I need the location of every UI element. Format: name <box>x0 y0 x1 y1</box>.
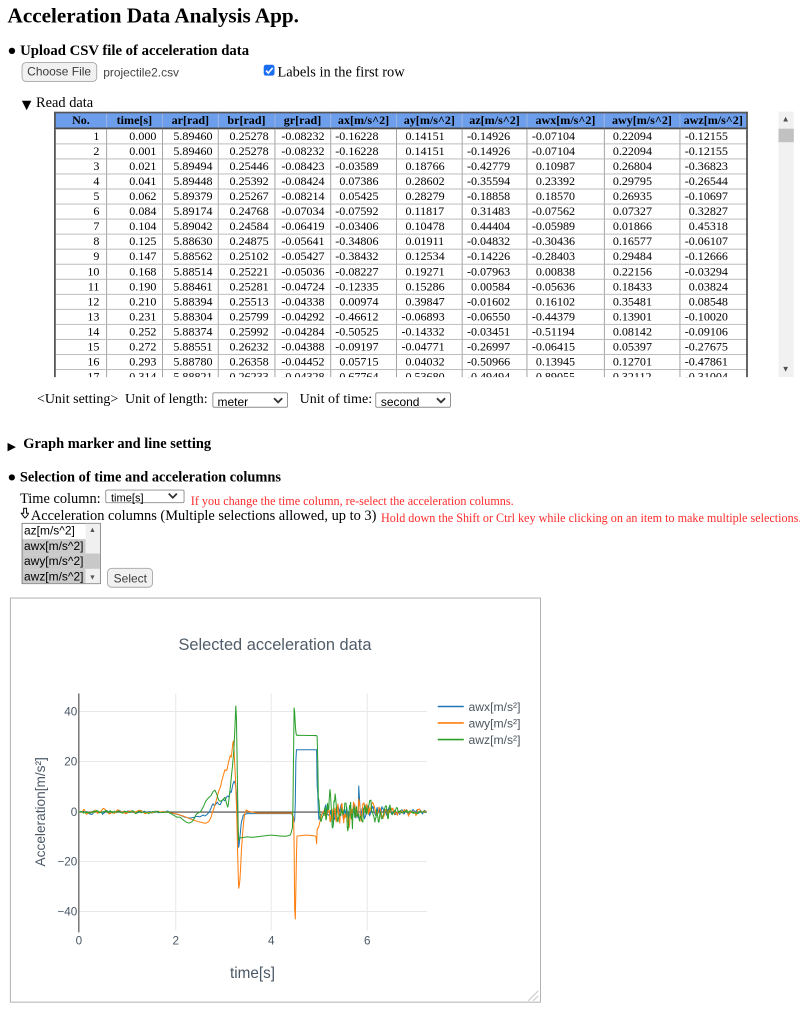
svg-text:40: 40 <box>65 705 79 718</box>
svg-text:Selected acceleration data: Selected acceleration data <box>179 636 373 654</box>
svg-text:awx[m/s²]: awx[m/s²] <box>469 700 521 714</box>
svg-text:6: 6 <box>364 934 371 947</box>
svg-text:−40: −40 <box>58 905 78 918</box>
svg-text:2: 2 <box>173 934 180 947</box>
svg-text:awy[m/s²]: awy[m/s²] <box>469 716 521 730</box>
svg-text:−20: −20 <box>58 855 78 868</box>
svg-text:4: 4 <box>268 934 275 947</box>
svg-text:awz[m/s²]: awz[m/s²] <box>469 733 521 747</box>
svg-text:20: 20 <box>65 755 79 768</box>
svg-text:0: 0 <box>76 934 83 947</box>
svg-text:0: 0 <box>71 806 78 819</box>
svg-text:Acceleration[m/s²]: Acceleration[m/s²] <box>33 757 48 866</box>
svg-text:time[s]: time[s] <box>230 964 275 981</box>
